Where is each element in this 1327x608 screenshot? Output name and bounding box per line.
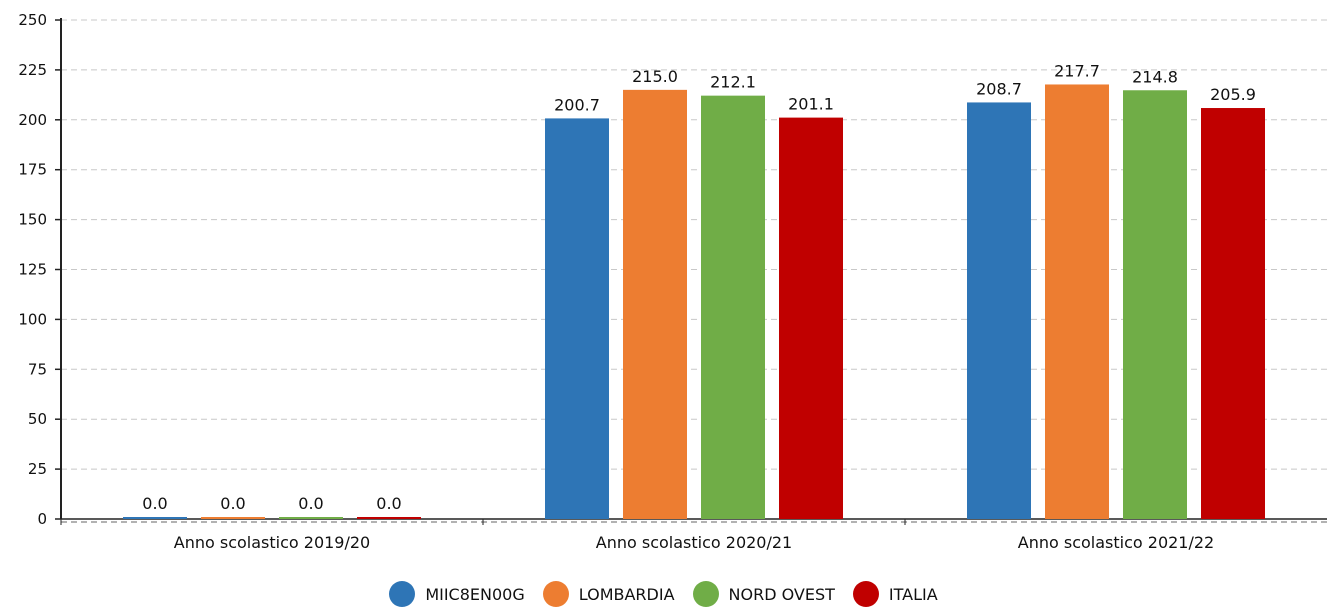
bars [123, 84, 1265, 520]
legend-item-miic8en00g[interactable]: MIIC8EN00G [389, 581, 525, 607]
y-tick-label: 125 [18, 261, 47, 279]
bar-lombardia [623, 89, 687, 520]
legend-swatch-lombardia [542, 581, 569, 607]
bar-miic8en00g [123, 517, 187, 519]
y-tick-label: 25 [28, 460, 47, 478]
bar-lombardia [1045, 84, 1109, 520]
legend-swatch-miic8en00g [389, 581, 416, 607]
axes: 0 25 50 75 100 125 150 175 200 225 250 Anno scolast… [18, 11, 1327, 552]
bar-nord-ovest [1123, 90, 1187, 519]
data-label: 0.0 [298, 494, 323, 513]
x-tick-label: Anno scolastico 2019/20 [174, 533, 370, 552]
data-label: 0.0 [142, 494, 167, 513]
bar-nord-ovest [701, 95, 765, 519]
data-labels: 0.0 0.0 0.0 0.0 200.7 215.0 212.1 201.1 208.7 217… [142, 61, 1256, 513]
x-tick-label: Anno scolastico 2020/21 [596, 533, 792, 552]
data-label: 205.9 [1210, 85, 1256, 104]
y-tick-label: 50 [28, 410, 47, 428]
y-tick-label: 75 [28, 360, 47, 378]
bar-nord-ovest [279, 517, 343, 519]
y-tick-label: 225 [18, 61, 47, 79]
data-label: 214.8 [1132, 67, 1178, 86]
grid [61, 19, 1327, 470]
bar-italia [779, 117, 843, 519]
bar-lombardia [201, 517, 265, 519]
bar-miic8en00g [545, 118, 609, 519]
data-label: 215.0 [632, 67, 678, 86]
data-label: 200.7 [554, 95, 600, 114]
legend-label: ITALIA [888, 584, 938, 604]
y-tick-label: 250 [18, 11, 47, 29]
y-tick-label: 175 [18, 161, 47, 179]
data-label: 217.7 [1054, 61, 1100, 80]
data-label: 0.0 [376, 494, 401, 513]
legend-label: NORD OVEST [728, 584, 835, 604]
y-tick-label: 100 [18, 310, 47, 328]
x-tick-label: Anno scolastico 2021/22 [1018, 533, 1214, 552]
data-label: 201.1 [788, 95, 834, 114]
data-label: 208.7 [976, 79, 1022, 98]
legend-item-italia[interactable]: ITALIA [852, 581, 938, 607]
y-tick-label: 150 [18, 211, 47, 229]
legend-swatch-italia [852, 581, 879, 607]
y-tick-label: 0 [37, 510, 47, 528]
legend-label: LOMBARDIA [578, 584, 675, 604]
bar-miic8en00g [967, 102, 1031, 519]
legend-item-nord-ovest[interactable]: NORD OVEST [692, 581, 835, 607]
bar-chart: 0 25 50 75 100 125 150 175 200 225 250 Anno scolast… [18, 11, 1327, 552]
legend-item-lombardia[interactable]: LOMBARDIA [542, 581, 675, 607]
bar-italia [1201, 108, 1265, 520]
y-tick-label: 200 [18, 111, 47, 129]
data-label: 0.0 [220, 494, 245, 513]
legend: MIIC8EN00G LOMBARDIA NORD OVEST ITALIA [0, 580, 1327, 608]
legend-swatch-nord-ovest [692, 581, 719, 607]
legend-label: MIIC8EN00G [425, 584, 525, 604]
data-label: 212.1 [710, 73, 756, 92]
bar-italia [357, 517, 421, 519]
